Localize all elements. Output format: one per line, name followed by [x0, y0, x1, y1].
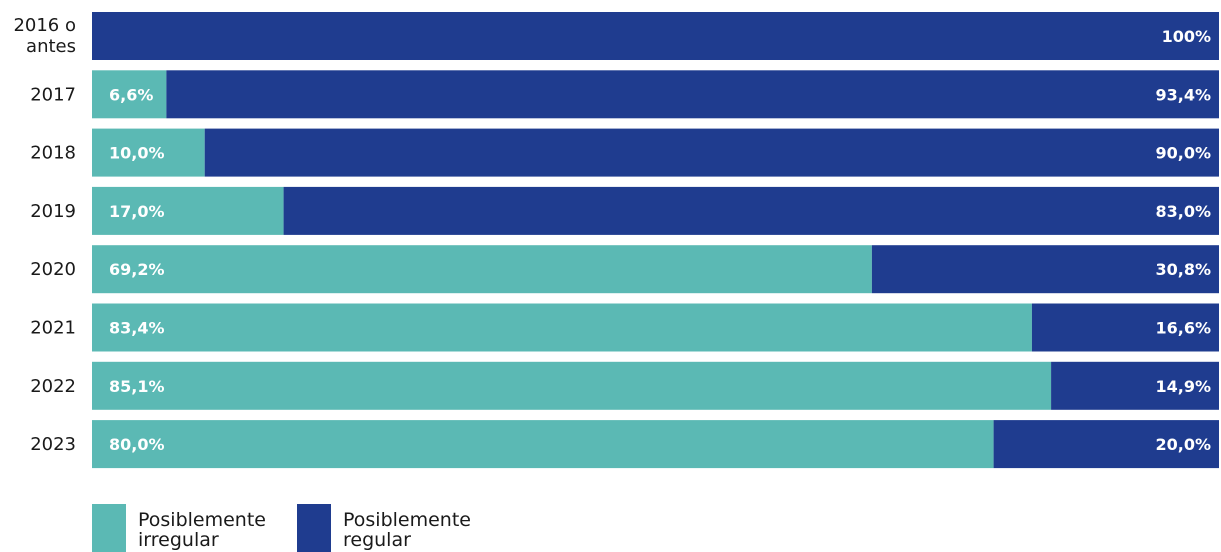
bar-regular: [993, 420, 1219, 469]
category-label: 2021: [30, 318, 76, 339]
bar-regular: [283, 186, 1220, 235]
data-label-irregular: 10,0%: [109, 144, 165, 163]
bar-irregular: [92, 420, 994, 469]
bar-regular: [1031, 303, 1219, 352]
data-label-regular: 100%: [1162, 27, 1211, 46]
data-label-irregular: 85,1%: [109, 377, 165, 396]
legend: Posiblemente irregular Posiblemente regular: [92, 504, 471, 552]
data-label-irregular: 6,6%: [109, 85, 153, 104]
bar-irregular: [92, 128, 205, 177]
data-label-irregular: 83,4%: [109, 319, 165, 338]
bar-regular: [871, 245, 1219, 294]
category-label: 2019: [30, 201, 76, 222]
bar-irregular: [92, 303, 1032, 352]
bar-irregular: [92, 186, 284, 235]
bar-irregular: [92, 361, 1052, 410]
data-labels: 100% 6,6% 93,4% 10,0% 90,0% 17,0% 83,0% 69,2% 30…: [109, 27, 1211, 454]
legend-label-regular: Posiblemente regular: [343, 509, 471, 551]
legend-label-irregular: Posiblemente irregular: [138, 509, 266, 551]
bar-regular: [1051, 361, 1219, 410]
category-label: 2023: [30, 434, 76, 455]
category-label: 2018: [30, 143, 76, 164]
data-label-regular: 30,8%: [1155, 260, 1211, 279]
bar-regular: [204, 128, 1219, 177]
category-label: 2020: [30, 259, 76, 280]
category-labels: 2016 o antes 2017 2018 2019 2020 2021 2022 2023: [13, 15, 76, 455]
data-label-regular: 20,0%: [1155, 435, 1211, 454]
data-label-regular: 93,4%: [1155, 85, 1211, 104]
category-label: 2016 o antes: [13, 15, 76, 57]
data-label-irregular: 80,0%: [109, 435, 165, 454]
data-label-irregular: 69,2%: [109, 260, 165, 279]
bars: [92, 12, 1220, 469]
data-label-regular: 90,0%: [1155, 144, 1211, 163]
data-label-regular: 14,9%: [1155, 377, 1211, 396]
bar-irregular: [92, 245, 872, 294]
category-label: 2017: [30, 84, 76, 105]
bar-irregular: [92, 70, 167, 119]
data-label-regular: 16,6%: [1155, 319, 1211, 338]
legend-swatch-irregular: [92, 504, 126, 552]
data-label-irregular: 17,0%: [109, 202, 165, 221]
bar-regular: [92, 12, 1219, 60]
data-label-regular: 83,0%: [1155, 202, 1211, 221]
bar-regular: [166, 70, 1220, 119]
category-label: 2022: [30, 376, 76, 397]
legend-swatch-regular: [297, 504, 331, 552]
